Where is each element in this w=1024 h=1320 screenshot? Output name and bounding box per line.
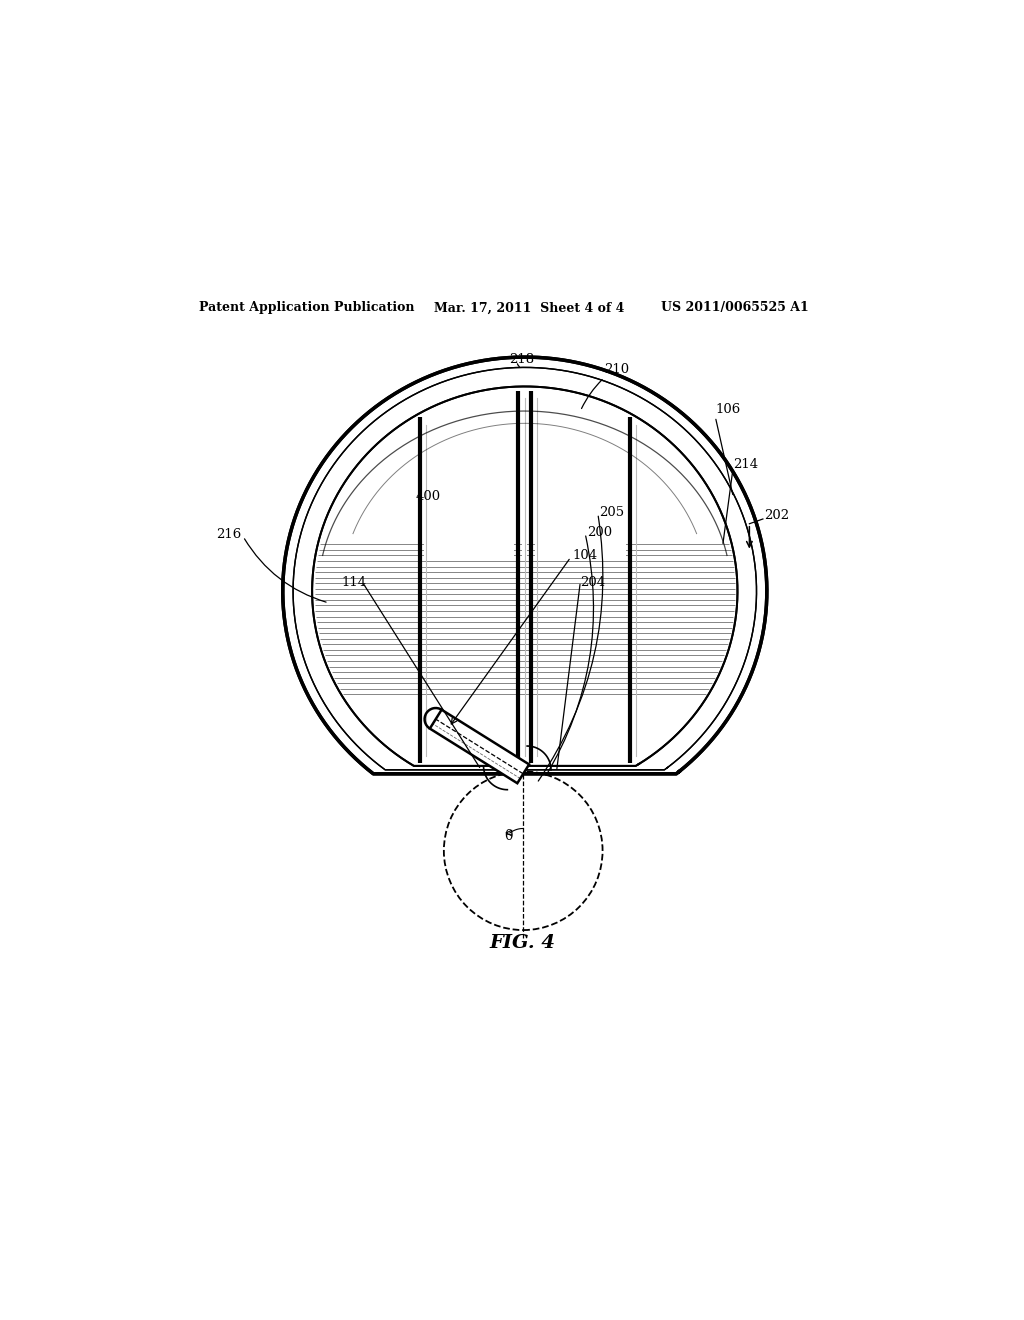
Text: FIG. 4: FIG. 4	[489, 933, 555, 952]
Text: 200: 200	[587, 525, 611, 539]
Polygon shape	[430, 710, 529, 783]
Text: 218: 218	[509, 354, 535, 367]
Polygon shape	[312, 387, 737, 766]
Text: 114: 114	[342, 576, 367, 589]
Text: 214: 214	[733, 458, 758, 471]
Text: 400: 400	[416, 490, 440, 503]
Text: 202: 202	[765, 510, 790, 521]
Text: 216: 216	[216, 528, 242, 541]
Text: Patent Application Publication: Patent Application Publication	[200, 301, 415, 314]
Text: 205: 205	[599, 506, 625, 519]
Text: 210: 210	[604, 363, 630, 376]
Text: 106: 106	[715, 403, 740, 416]
Polygon shape	[283, 358, 767, 774]
Text: Mar. 17, 2011  Sheet 4 of 4: Mar. 17, 2011 Sheet 4 of 4	[433, 301, 624, 314]
Polygon shape	[522, 395, 527, 560]
Text: US 2011/0065525 A1: US 2011/0065525 A1	[662, 301, 809, 314]
Text: 204: 204	[581, 576, 605, 589]
Text: θ: θ	[505, 829, 513, 843]
Polygon shape	[536, 395, 626, 560]
Text: 104: 104	[572, 549, 598, 562]
Polygon shape	[424, 395, 514, 560]
